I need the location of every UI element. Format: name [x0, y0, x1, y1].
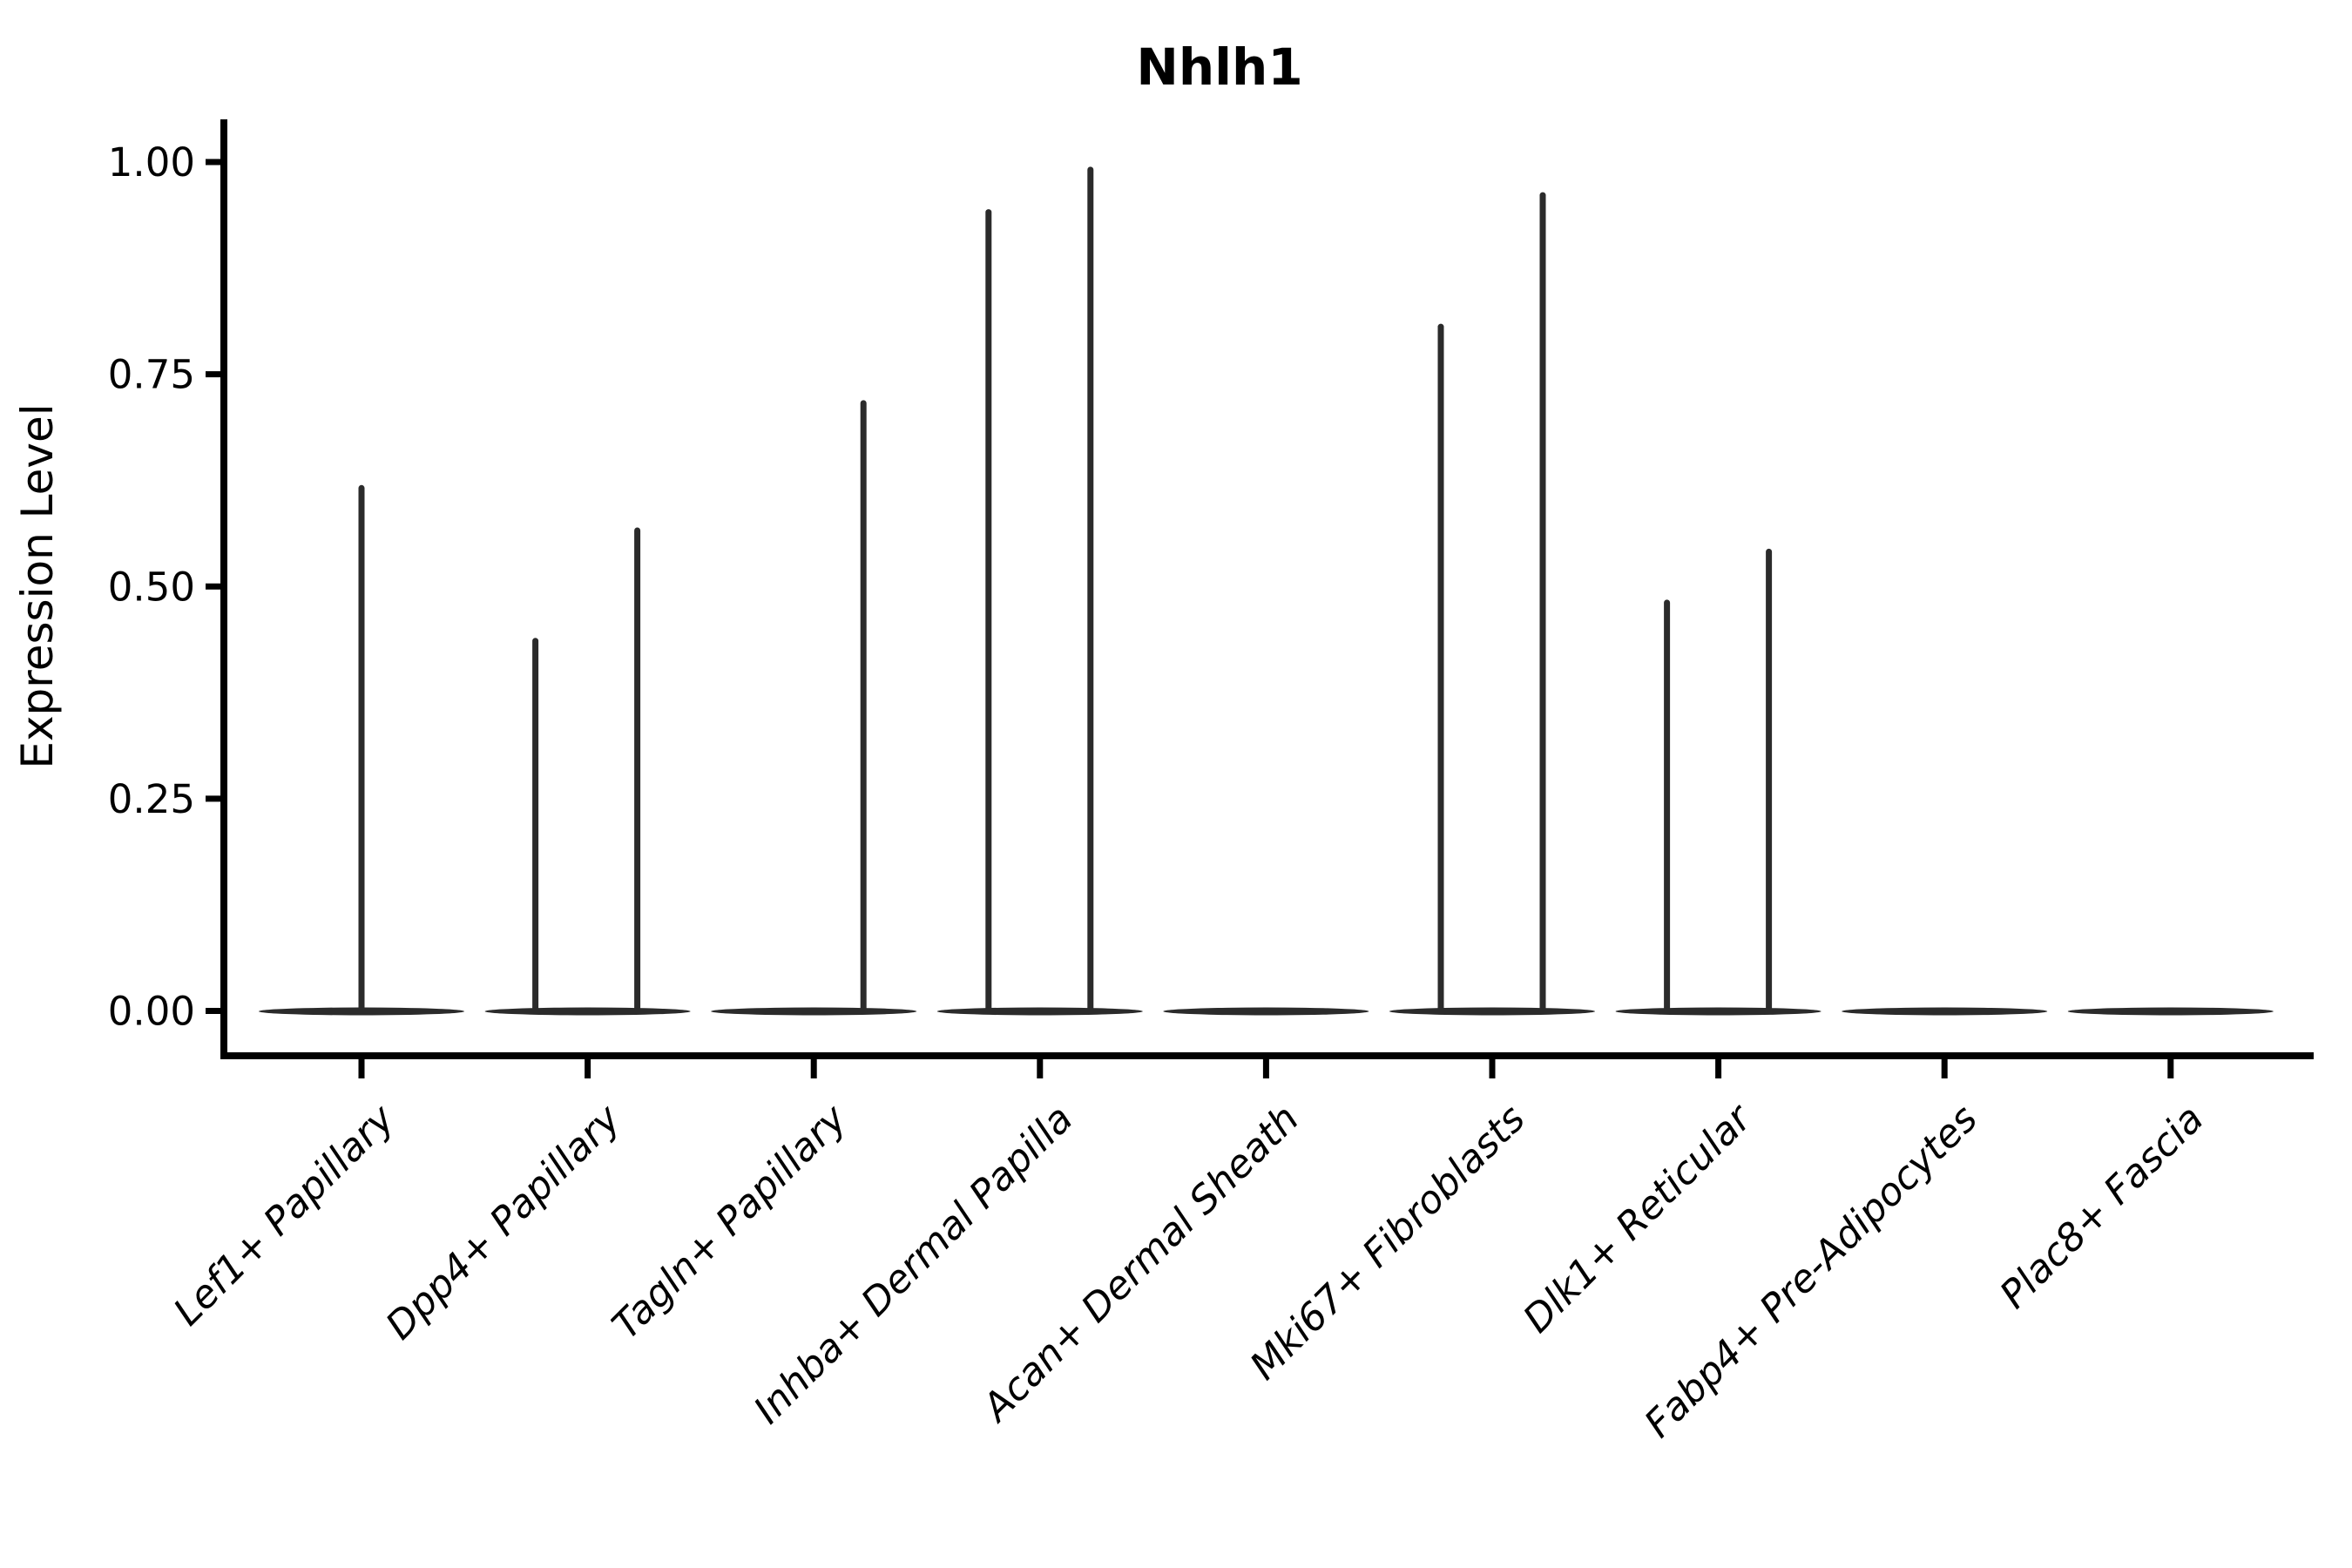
violin-body	[1163, 1007, 1369, 1016]
violin-7	[1615, 548, 1821, 1016]
violin-body	[259, 1007, 464, 1016]
violin-6	[1389, 192, 1595, 1016]
y-tick-label: 1.00	[108, 139, 195, 186]
x-tick-label: Dlk1+ Reticular	[1515, 1095, 1761, 1342]
violin-8	[1842, 1007, 2048, 1016]
y-tick-label: 0.50	[108, 564, 195, 610]
x-tick-label: Dpp4+ Papillary	[377, 1096, 630, 1348]
violin-body	[1389, 1007, 1595, 1016]
violin-body	[1842, 1007, 2048, 1016]
plot-title: Nhlh1	[1136, 37, 1302, 97]
y-tick-label: 0.00	[108, 989, 195, 1035]
violins-layer	[259, 166, 2274, 1016]
violin-3	[711, 400, 917, 1016]
violin-body	[2067, 1007, 2274, 1016]
x-tick-label: Plac8+ Fascia	[1991, 1097, 2212, 1317]
violin-body	[484, 1007, 691, 1016]
y-axis-title: Expression Level	[12, 403, 63, 768]
axes-layer: 0.00 0.25 0.50 0.75 1.00 Lef1+ PapillaryDpp4+…	[108, 119, 2314, 1446]
violin-1	[259, 484, 464, 1016]
violin-body	[936, 1007, 1143, 1016]
y-tick-label: 0.25	[108, 776, 195, 822]
violin-4	[936, 166, 1143, 1016]
violin-9	[2067, 1007, 2274, 1016]
y-tick-label: 0.75	[108, 352, 195, 398]
x-tick-label: Tagln+ Papillary	[604, 1096, 855, 1348]
violin-body	[1615, 1007, 1821, 1016]
violin-5	[1163, 1007, 1369, 1016]
x-tick-label: Lef1+ Papillary	[166, 1096, 404, 1335]
violin-2	[484, 527, 691, 1016]
violin-body	[711, 1007, 917, 1016]
